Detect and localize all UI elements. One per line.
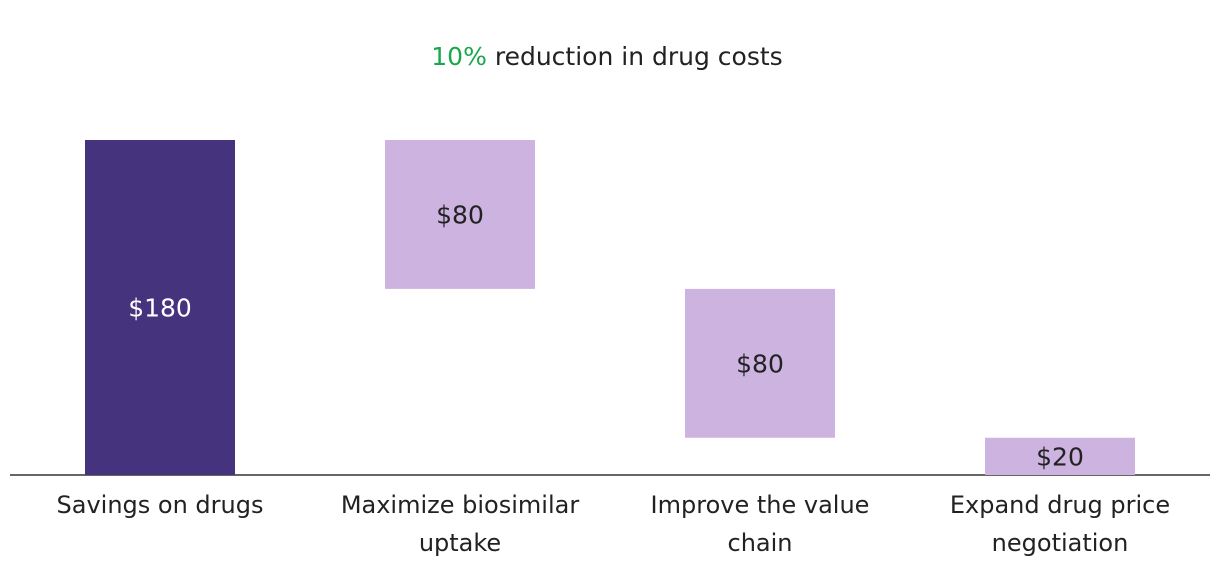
title-highlight: 10%	[431, 42, 487, 71]
value-label: $80	[436, 200, 484, 229]
chart-title: 10% reduction in drug costs	[431, 42, 782, 71]
category-label: Savings on drugs	[56, 491, 264, 519]
category-label: Maximize biosimilar uptake	[340, 491, 580, 557]
bar	[385, 140, 535, 289]
category-label: Improve the value chain	[650, 491, 870, 557]
title-text: reduction in drug costs	[495, 42, 783, 71]
value-label: $80	[736, 349, 784, 378]
bar	[685, 288, 835, 438]
value-label: $20	[1036, 442, 1084, 471]
value-label: $180	[128, 294, 192, 323]
bar	[985, 437, 1135, 475]
bar	[85, 140, 235, 475]
category-label: Expand drug price negotiation	[949, 491, 1171, 557]
